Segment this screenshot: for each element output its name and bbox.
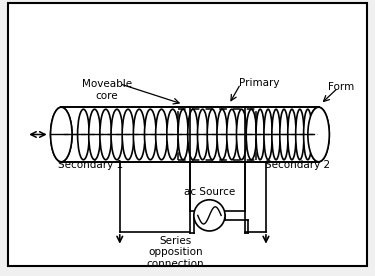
Text: Moveable
core: Moveable core <box>82 79 132 100</box>
Ellipse shape <box>296 109 304 160</box>
Ellipse shape <box>272 109 280 160</box>
Ellipse shape <box>78 109 89 160</box>
Text: ac Source: ac Source <box>184 187 235 197</box>
Ellipse shape <box>134 109 145 160</box>
Ellipse shape <box>308 107 329 162</box>
Ellipse shape <box>178 109 188 160</box>
Ellipse shape <box>246 109 256 160</box>
Text: Form: Form <box>328 82 354 92</box>
Ellipse shape <box>288 109 296 160</box>
Circle shape <box>194 200 225 231</box>
Ellipse shape <box>256 109 264 160</box>
Ellipse shape <box>100 109 112 160</box>
Ellipse shape <box>227 109 237 160</box>
Ellipse shape <box>207 109 218 160</box>
Ellipse shape <box>280 109 288 160</box>
Text: Primary: Primary <box>238 78 279 88</box>
Text: Secondary 1: Secondary 1 <box>58 160 123 170</box>
Ellipse shape <box>304 109 312 160</box>
Text: Secondary 2: Secondary 2 <box>265 160 330 170</box>
Ellipse shape <box>264 109 272 160</box>
Ellipse shape <box>156 109 167 160</box>
Ellipse shape <box>122 109 134 160</box>
Ellipse shape <box>89 109 101 160</box>
Ellipse shape <box>144 109 156 160</box>
Ellipse shape <box>198 109 208 160</box>
Ellipse shape <box>51 107 72 162</box>
Ellipse shape <box>51 107 72 162</box>
Ellipse shape <box>167 109 178 160</box>
Ellipse shape <box>111 109 123 160</box>
Ellipse shape <box>188 109 198 160</box>
Ellipse shape <box>217 109 227 160</box>
Ellipse shape <box>308 107 329 162</box>
Ellipse shape <box>237 109 247 160</box>
Text: Series
opposition
connection: Series opposition connection <box>147 236 204 269</box>
